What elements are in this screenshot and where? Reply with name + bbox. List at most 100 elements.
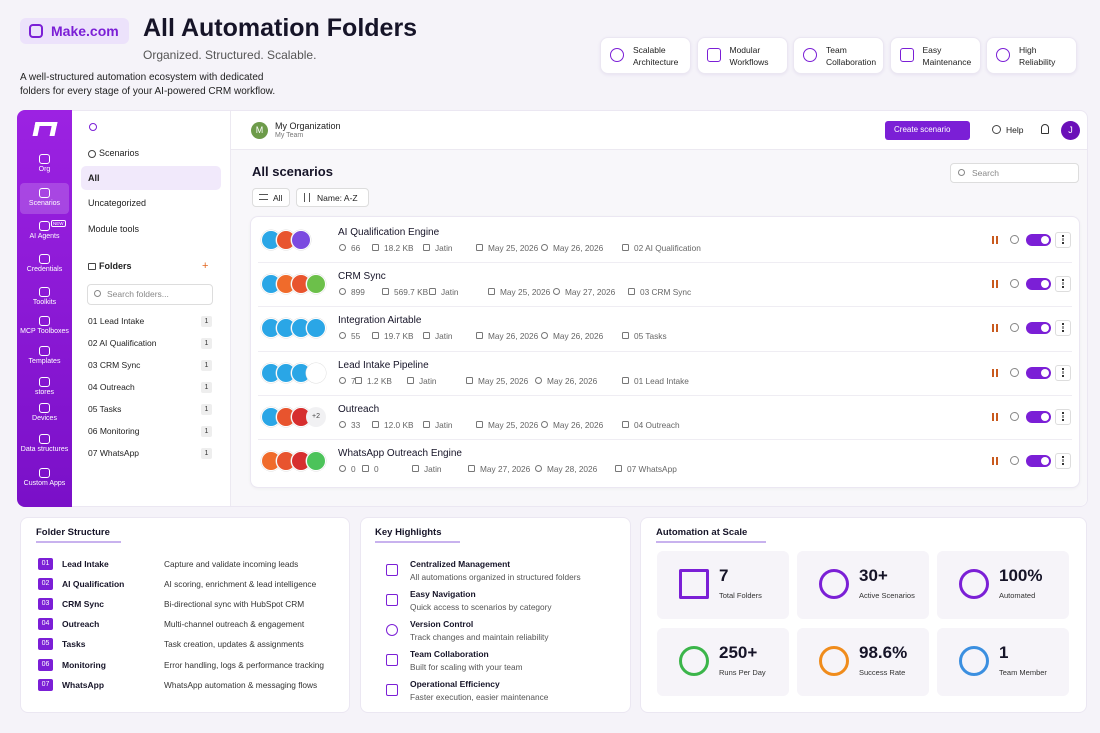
folder-name[interactable]: 06 Monitoring (88, 426, 140, 436)
feature-icon (899, 48, 914, 62)
toggle-knob (1041, 324, 1049, 333)
sidebar-label[interactable]: Org (38, 166, 51, 173)
sidebar-icon[interactable] (39, 254, 50, 264)
scenario-row[interactable] (251, 352, 1079, 395)
scenario-row[interactable] (251, 263, 1079, 306)
filter-label[interactable]: All (273, 193, 283, 203)
scenario-name[interactable]: Lead Intake Pipeline (338, 359, 429, 371)
sidebar-label[interactable]: Custom Apps (23, 480, 66, 487)
scenario-runs: 899 (351, 287, 365, 298)
sidebar-icon[interactable] (39, 377, 50, 387)
create-button[interactable] (885, 121, 970, 140)
scenario-name[interactable]: Integration Airtable (338, 315, 422, 327)
nav-item[interactable]: All (88, 173, 100, 183)
folder-name[interactable]: 07 WhatsApp (88, 448, 140, 458)
pause-icon[interactable] (992, 280, 998, 289)
folder-name[interactable]: 03 CRM Sync (88, 360, 141, 370)
sidebar-label[interactable]: stores (34, 389, 55, 396)
sidebar-icon[interactable] (39, 346, 50, 356)
sidebar-icon[interactable] (39, 287, 50, 297)
pause-icon[interactable] (992, 457, 998, 465)
sidebar-label[interactable]: Data structures (20, 446, 69, 453)
meta-icon (423, 244, 430, 251)
scenario-user: Jatin (435, 243, 453, 253)
highlight-icon (386, 654, 398, 666)
sidebar-icon[interactable] (39, 403, 50, 413)
scenario-folder: 07 WhatsApp (627, 464, 677, 474)
folder-search[interactable] (87, 284, 213, 305)
sidebar-label[interactable]: AI Agents (29, 233, 60, 240)
stat-icon (959, 646, 989, 676)
scenario-name[interactable]: WhatsApp Outreach Engine (338, 448, 462, 459)
sort-button[interactable] (296, 188, 369, 207)
section-title: Folder Structure (36, 527, 110, 538)
pause-icon[interactable] (992, 324, 998, 333)
schedule-icon[interactable] (1010, 279, 1019, 289)
search-box[interactable] (950, 163, 1079, 183)
scenario-user: Jatin (435, 419, 453, 430)
sidebar-icon[interactable] (39, 188, 50, 198)
user-avatar[interactable]: J (1061, 121, 1080, 140)
scenario-folder: 01 Lead Intake (634, 375, 689, 386)
help-icon (992, 125, 1001, 134)
sidebar-label[interactable]: Devices (32, 415, 57, 422)
app-icon (306, 362, 326, 383)
sidebar-icon[interactable] (39, 154, 50, 164)
row-divider (258, 439, 1072, 440)
schedule-icon[interactable] (1010, 411, 1019, 421)
sidebar-label[interactable]: Scenarios (28, 200, 61, 207)
sidebar-icon[interactable] (39, 434, 50, 444)
stat-icon (819, 569, 849, 599)
scenario-name[interactable]: AI Qualification Engine (338, 227, 440, 238)
create-label[interactable]: Create scenario (894, 125, 951, 134)
folder-name[interactable]: 04 Outreach (88, 382, 135, 392)
scenario-created: May 25, 2026 (488, 243, 539, 253)
search-placeholder: Search (972, 168, 999, 178)
pause-icon[interactable] (992, 236, 998, 244)
sidebar-icon[interactable] (39, 221, 50, 231)
meta-icon (622, 420, 629, 428)
schedule-icon[interactable] (1010, 367, 1019, 377)
schedule-icon[interactable] (1010, 323, 1019, 333)
sidebar-label[interactable]: Templates (28, 358, 61, 365)
app-icon (306, 274, 326, 295)
filter-button[interactable] (252, 188, 290, 207)
scenario-runs: 66 (351, 243, 361, 253)
scenario-name[interactable]: Outreach (338, 403, 380, 415)
scenario-row[interactable] (251, 219, 1079, 262)
meta-icon (476, 244, 483, 251)
more-dots (1062, 279, 1064, 289)
meta-icon (382, 288, 389, 296)
sort-label[interactable]: Name: A-Z (317, 193, 358, 203)
folder-count: 1 (201, 360, 212, 371)
meta-icon (541, 332, 548, 340)
feature-label: Team Collaboration (826, 45, 877, 67)
nav-item[interactable]: Uncategorized (88, 198, 147, 208)
sidebar-icon[interactable] (39, 468, 50, 478)
help-label[interactable]: Help (1006, 125, 1024, 135)
scenario-modified: May 26, 2026 (553, 331, 604, 342)
sidebar-label[interactable]: Credentials (26, 266, 63, 273)
sidebar-label[interactable]: MCP Toolboxes (20, 328, 69, 335)
app-icon (306, 318, 326, 339)
scenario-row[interactable] (251, 307, 1079, 350)
schedule-icon[interactable] (1010, 456, 1019, 465)
scenario-runs: 55 (351, 331, 361, 342)
org-avatar: M (251, 122, 268, 139)
folder-name[interactable]: 01 Lead Intake (88, 316, 145, 326)
sidebar-label[interactable]: Toolkits (32, 299, 57, 306)
pause-icon[interactable] (992, 412, 998, 421)
pause-icon[interactable] (992, 368, 998, 377)
scenario-folder: 03 CRM Sync (640, 287, 692, 298)
nav-item[interactable]: Module tools (88, 224, 140, 234)
folder-label: CRM Sync (62, 599, 105, 610)
scenario-row[interactable] (251, 396, 1079, 439)
folder-name[interactable]: 05 Tasks (88, 404, 122, 414)
schedule-icon[interactable] (1010, 235, 1019, 244)
folder-name[interactable]: 02 AI Qualification (88, 338, 157, 348)
scenario-name[interactable]: CRM Sync (338, 271, 386, 283)
bell-icon[interactable] (1041, 124, 1049, 134)
folders-add[interactable]: + (202, 260, 209, 272)
sidebar-icon[interactable] (39, 316, 50, 326)
scenario-row[interactable] (251, 440, 1079, 483)
